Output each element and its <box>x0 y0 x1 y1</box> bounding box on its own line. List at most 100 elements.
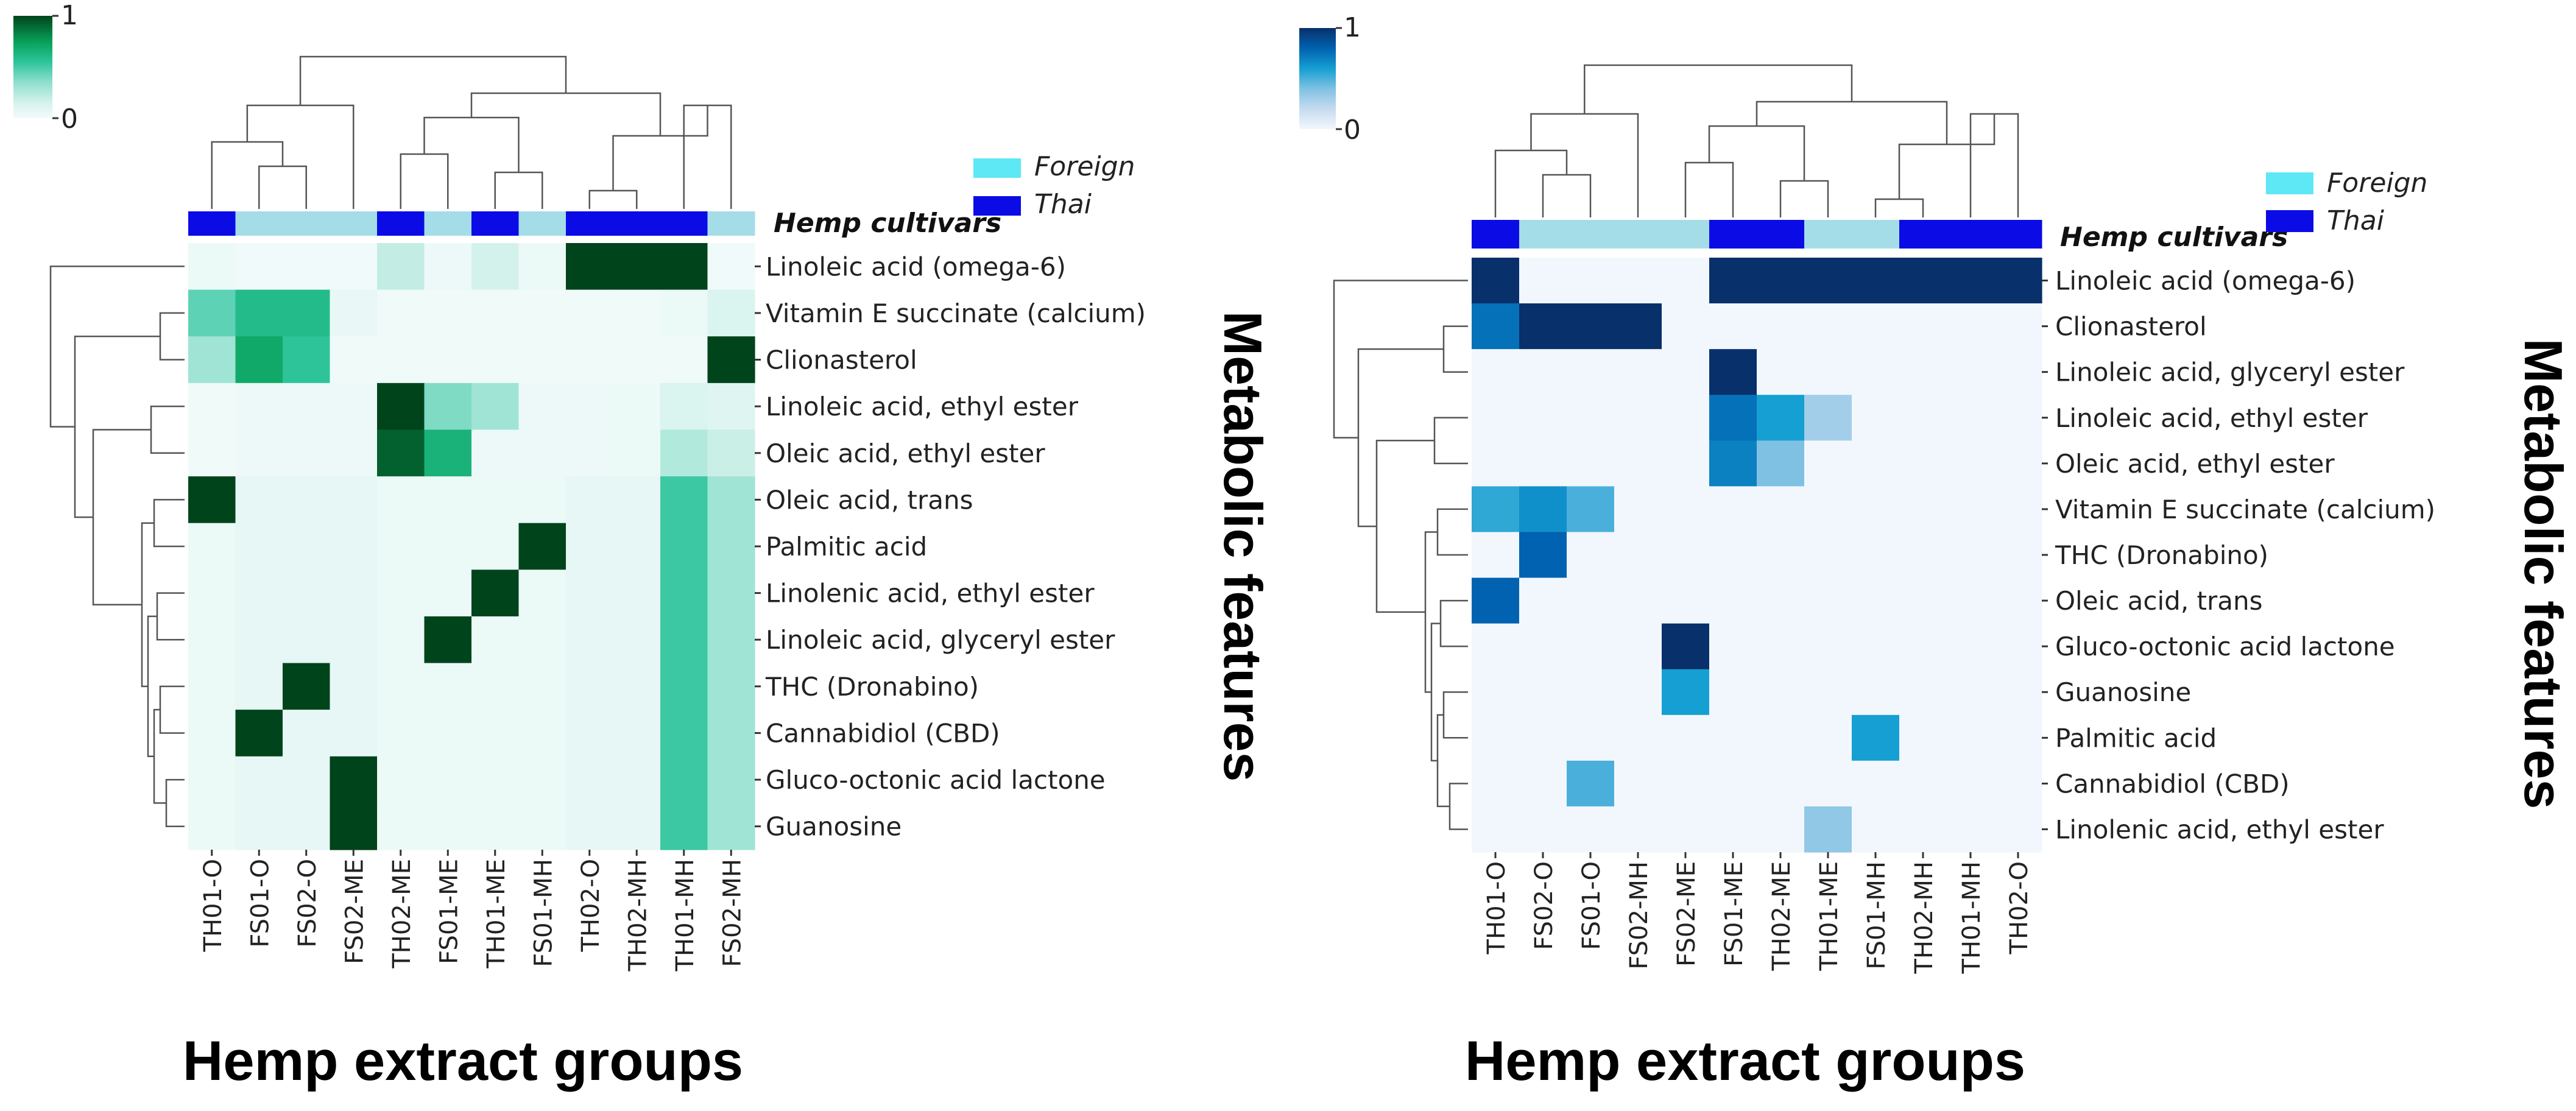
legend-swatch-thai <box>2266 210 2313 232</box>
heatmap-cell <box>707 476 755 524</box>
dendrogram-link <box>1442 325 1468 373</box>
heatmap-cell <box>1709 440 1757 487</box>
dendrogram-link <box>153 499 185 548</box>
heatmap-cell <box>1709 623 1757 670</box>
legend-label-foreign: Foreign <box>2327 168 2427 199</box>
heatmap-cell <box>1472 532 1520 579</box>
heatmap-cell <box>566 336 614 384</box>
heatmap-cell <box>660 476 708 524</box>
heatmap-cell <box>1994 714 2042 761</box>
heatmap-cell <box>330 429 378 477</box>
heatmap-cell <box>1947 577 1995 624</box>
row-label: Cannabidiol (CBD) <box>766 718 1000 748</box>
heatmap-cell <box>518 429 566 477</box>
heatmap-cell <box>471 523 520 570</box>
cultivar-bar-cell <box>377 211 425 236</box>
column-label: TH02-MH <box>624 859 652 972</box>
dendrogram-link <box>1430 623 1441 762</box>
heatmap-cell <box>1852 577 1900 624</box>
heatmap-cell <box>1804 623 1852 670</box>
heatmap-cell <box>613 336 661 384</box>
cultivar-bar-cell <box>1709 220 1757 249</box>
cultivar-bar-cell <box>283 211 330 236</box>
heatmap-cell <box>1899 806 1947 853</box>
heatmap-cell <box>283 336 331 384</box>
heatmap-cell <box>188 710 236 757</box>
heatmap-cell <box>1472 303 1520 350</box>
column-label: TH02-O <box>2005 861 2033 954</box>
heatmap-cell <box>1852 303 1900 350</box>
heatmap-cell <box>660 523 708 570</box>
heatmap-cell <box>188 663 236 710</box>
row-label: Clionasterol <box>2055 312 2207 342</box>
dendrogram-link <box>423 116 520 172</box>
heatmap-cell <box>471 429 520 477</box>
heatmap-cell <box>235 803 283 850</box>
heatmap-cell <box>188 570 236 617</box>
row-label: Linoleic acid, ethyl ester <box>2055 403 2368 433</box>
heatmap-cell <box>377 663 425 710</box>
heatmap-cell <box>1709 303 1757 350</box>
heatmap-cell <box>1472 806 1520 853</box>
heatmap-cell <box>1472 760 1520 807</box>
heatmap-cell <box>1899 258 1947 304</box>
heatmap-cell <box>1804 714 1852 761</box>
cultivar-bar-cell <box>613 211 661 236</box>
heatmap-cell <box>1614 669 1662 716</box>
dendrogram-link <box>1442 691 1468 739</box>
heatmap-cell <box>1567 258 1615 304</box>
heatmap-cell <box>1519 303 1567 350</box>
heatmap-cell <box>1757 577 1805 624</box>
row-label: Oleic acid, ethyl ester <box>766 439 1045 468</box>
heatmap-cell <box>660 429 708 477</box>
cultivar-annotation-label: Hemp cultivars <box>774 208 1001 239</box>
heatmap-cell <box>566 289 614 337</box>
row-label: Guanosine <box>2055 677 2191 707</box>
heatmap-cell <box>613 476 661 524</box>
heatmap-cell <box>377 616 425 664</box>
heatmap-cell <box>377 383 425 431</box>
legend-swatch-thai <box>973 196 1021 216</box>
heatmap-cell <box>1804 532 1852 579</box>
heatmap-cell <box>424 289 472 337</box>
heatmap-cell <box>188 243 236 291</box>
cultivar-bar-cell <box>188 211 236 236</box>
heatmap-cell <box>424 429 472 477</box>
heatmap-cell <box>235 710 283 757</box>
heatmap-cell <box>283 289 331 337</box>
heatmap-cell <box>377 243 425 291</box>
heatmap-panel-1: 1 0 Hemp cultivars Foreign Thai Linoleic acid… <box>13 0 1273 1092</box>
column-label: FS02-O <box>294 859 322 948</box>
cultivar-bar-cell <box>1519 220 1567 249</box>
legend-swatch-foreign <box>2266 172 2313 194</box>
heatmap-cell <box>330 663 378 710</box>
heatmap-cell <box>566 429 614 477</box>
dendrogram-link <box>1357 348 1444 527</box>
column-dendrogram <box>211 55 732 209</box>
heatmap-cell <box>1662 714 1710 761</box>
heatmap-cell <box>377 756 425 803</box>
heatmap-cell <box>1662 486 1710 533</box>
heatmap-cell <box>1757 258 1805 304</box>
heatmap-cell <box>1519 623 1567 670</box>
dendrogram-link <box>74 335 160 518</box>
heatmap-cell <box>235 476 283 524</box>
heatmap-cell <box>1709 486 1757 533</box>
heatmap-cell <box>1852 532 1900 579</box>
heatmap-cell <box>1662 532 1710 579</box>
heatmap-cell <box>613 616 661 664</box>
heatmap-cell <box>1709 258 1757 304</box>
y-axis-title: Metabolic features <box>1213 311 1273 782</box>
heatmap-cell <box>1804 440 1852 487</box>
legend-label-thai: Thai <box>2327 205 2385 236</box>
heatmap-cell <box>1994 806 2042 853</box>
heatmap-cell <box>235 616 283 664</box>
heatmap-cell <box>377 289 425 337</box>
heatmap-cell <box>613 429 661 477</box>
heatmap-cell <box>1852 806 1900 853</box>
heatmap-cell <box>235 570 283 617</box>
heatmap-cell <box>1804 349 1852 395</box>
column-dendrogram <box>1494 64 2019 217</box>
heatmap-cell <box>1567 395 1615 441</box>
heatmap-cell <box>613 289 661 337</box>
